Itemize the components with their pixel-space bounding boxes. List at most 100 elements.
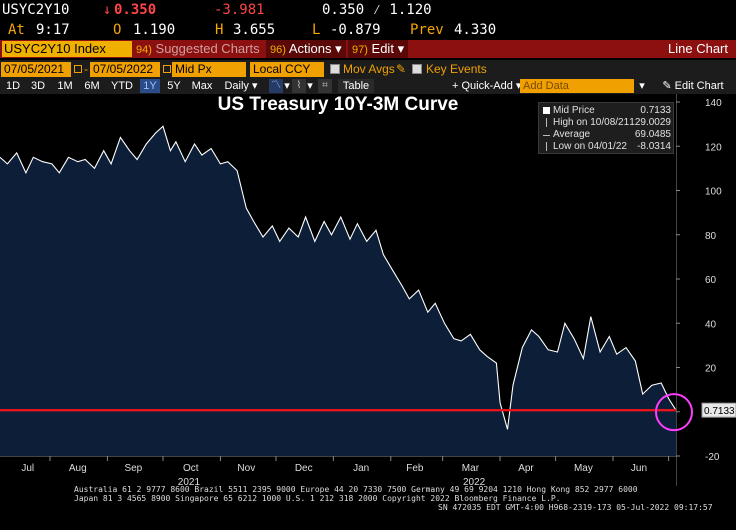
legend-series-name: Mid Price: [553, 105, 595, 116]
legend-row-series: Mid Price 0.7133: [539, 105, 675, 117]
period-3d[interactable]: 3D: [30, 80, 46, 92]
table-button[interactable]: Table: [338, 79, 374, 93]
x-tick-label: Aug: [69, 463, 87, 474]
calendar-icon[interactable]: [74, 65, 82, 73]
key-events-label: Key Events: [426, 62, 487, 76]
y-tick-label: 20: [705, 364, 717, 375]
legend-low-value: -8.0314: [637, 141, 671, 152]
y-tick-label: 100: [705, 187, 722, 198]
x-year-label: 2021: [178, 477, 201, 486]
security-field[interactable]: USYC2Y10 Index: [2, 41, 132, 57]
chart-area[interactable]: -200204060801001201400.7133JulAugSepOctN…: [0, 94, 736, 530]
quote-row-1: USYC2Y10 ↓ 0.350 -3.981 0.350 ⁄ 1.120: [0, 1, 736, 20]
chevron-down-icon: ▾: [251, 80, 258, 92]
period-1m[interactable]: 1M: [57, 80, 73, 92]
actions-label: Actions: [288, 41, 332, 56]
currency-selector[interactable]: Local CCY: [250, 62, 324, 77]
chevron-down-icon: ▾: [335, 41, 342, 56]
x-year-label: 2022: [463, 477, 486, 486]
mov-avgs-checkbox[interactable]: [330, 64, 340, 74]
suggested-charts-number: 94): [136, 44, 152, 56]
bloomberg-footer: Australia 61 2 9777 8600 Brazil 5511 239…: [0, 485, 736, 530]
bid-ask: 0.350 ⁄ 1.120: [322, 2, 432, 18]
x-tick-label: Dec: [295, 463, 313, 474]
x-tick-label: Apr: [518, 463, 534, 474]
pencil-icon[interactable]: ✎: [396, 62, 407, 76]
legend-row-high: High on 10/08/21 129.0029: [539, 117, 675, 129]
legend-row-average: Average 69.0485: [539, 129, 675, 141]
quote-ticker: USYC2Y10: [2, 2, 70, 18]
chevron-down-icon[interactable]: ▾: [307, 80, 313, 92]
period-1d[interactable]: 1D: [5, 80, 21, 92]
quote-row-2: At 9:17 O 1.190 H 3.655 L -0.879 Prev 4.…: [0, 21, 736, 40]
frequency-selector[interactable]: Daily ▾: [220, 79, 262, 93]
chevron-down-icon[interactable]: ▾: [284, 80, 290, 92]
suggested-charts-button[interactable]: 94) Suggested Charts: [136, 40, 260, 58]
prev-label: Prev: [410, 22, 444, 38]
series-area: [0, 126, 676, 457]
average-marker-icon: [543, 135, 550, 136]
start-date-field[interactable]: 07/05/2021: [1, 62, 71, 77]
x-tick-label: Nov: [237, 463, 255, 474]
chevron-down-icon[interactable]: ▾: [639, 80, 645, 92]
legend-high-value: 129.0029: [629, 117, 671, 128]
x-tick-label: May: [574, 463, 593, 474]
quick-add-button[interactable]: + Quick-Add ▾: [452, 79, 521, 93]
date-separator: -: [84, 62, 88, 76]
frequency-label: Daily: [224, 80, 249, 92]
calendar-icon[interactable]: [163, 65, 171, 73]
last-price: 0.350: [114, 2, 157, 18]
edit-label: Edit: [371, 41, 394, 56]
last-value-label: 0.7133: [704, 406, 735, 417]
low-marker-icon: [546, 142, 547, 151]
edit-chart-button[interactable]: ✎ Edit Chart: [652, 79, 734, 93]
actions-menu[interactable]: 96) Actions ▾: [266, 40, 346, 58]
open-value: 1.190: [133, 22, 176, 38]
end-date-field[interactable]: 07/05/2022: [90, 62, 160, 77]
chart-type-label: Line Chart: [668, 41, 728, 56]
down-arrow-icon: ↓: [103, 2, 112, 18]
y-tick-label: 120: [705, 142, 722, 153]
annotate-icon[interactable]: ⌇: [292, 79, 306, 93]
y-tick-label: 40: [705, 319, 717, 330]
draw-tools-icon[interactable]: ⌗: [318, 79, 332, 93]
line-chart-icon[interactable]: 〽: [269, 79, 283, 93]
edit-chart-label: Edit Chart: [674, 80, 724, 92]
edit-menu[interactable]: 97) Edit ▾: [348, 40, 409, 58]
period-6m[interactable]: 6M: [84, 80, 100, 92]
last-value-tag: [701, 402, 736, 418]
line-chart: -200204060801001201400.7133JulAugSepOctN…: [0, 94, 736, 486]
period-max[interactable]: Max: [191, 80, 213, 92]
y-tick-label: 80: [705, 231, 717, 242]
legend-average-value: 69.0485: [634, 129, 671, 140]
quote-time: 9:17: [36, 22, 70, 38]
series-swatch: [543, 107, 550, 114]
highlight-circle: [655, 393, 693, 432]
high-label: H: [215, 22, 224, 38]
x-tick-label: Jul: [21, 463, 34, 474]
low-label: L: [312, 22, 321, 38]
period-ytd[interactable]: YTD: [111, 80, 133, 92]
chart-legend: Mid Price 0.7133 High on 10/08/21 129.00…: [538, 102, 674, 154]
prev-value: 4.330: [454, 22, 497, 38]
open-label: O: [113, 22, 122, 38]
chart-title-bar: USYC2Y10 Index 94) Suggested Charts 96) …: [0, 40, 736, 58]
quote-header: USYC2Y10 ↓ 0.350 -3.981 0.350 ⁄ 1.120 At…: [0, 0, 736, 40]
add-data-input[interactable]: Add Data: [520, 79, 634, 93]
high-value: 3.655: [233, 22, 276, 38]
period-5y[interactable]: 5Y: [167, 80, 181, 92]
field-selector[interactable]: Mid Px: [172, 62, 246, 77]
pencil-icon: ✎: [662, 80, 672, 92]
period-1y[interactable]: 1Y: [140, 79, 160, 93]
key-events-checkbox[interactable]: [412, 64, 422, 74]
legend-row-low: Low on 04/01/22 -8.0314: [539, 141, 675, 153]
footer-phones-1: Australia 61 2 9777 8600 Brazil 5511 239…: [74, 485, 638, 494]
suggested-charts-label: Suggested Charts: [155, 41, 260, 56]
x-tick-label: Feb: [406, 463, 424, 474]
low-value: -0.879: [330, 22, 381, 38]
chart-toolbar: 1D 3D 1M 6M YTD 1Y 5Y Max Daily ▾ 〽 ▾ ⌇ …: [0, 78, 736, 94]
chevron-down-icon: ▾: [397, 41, 405, 56]
time-label: At: [8, 22, 25, 38]
mov-avgs-label: Mov Avgs: [343, 62, 395, 76]
x-tick-label: Sep: [124, 463, 142, 474]
